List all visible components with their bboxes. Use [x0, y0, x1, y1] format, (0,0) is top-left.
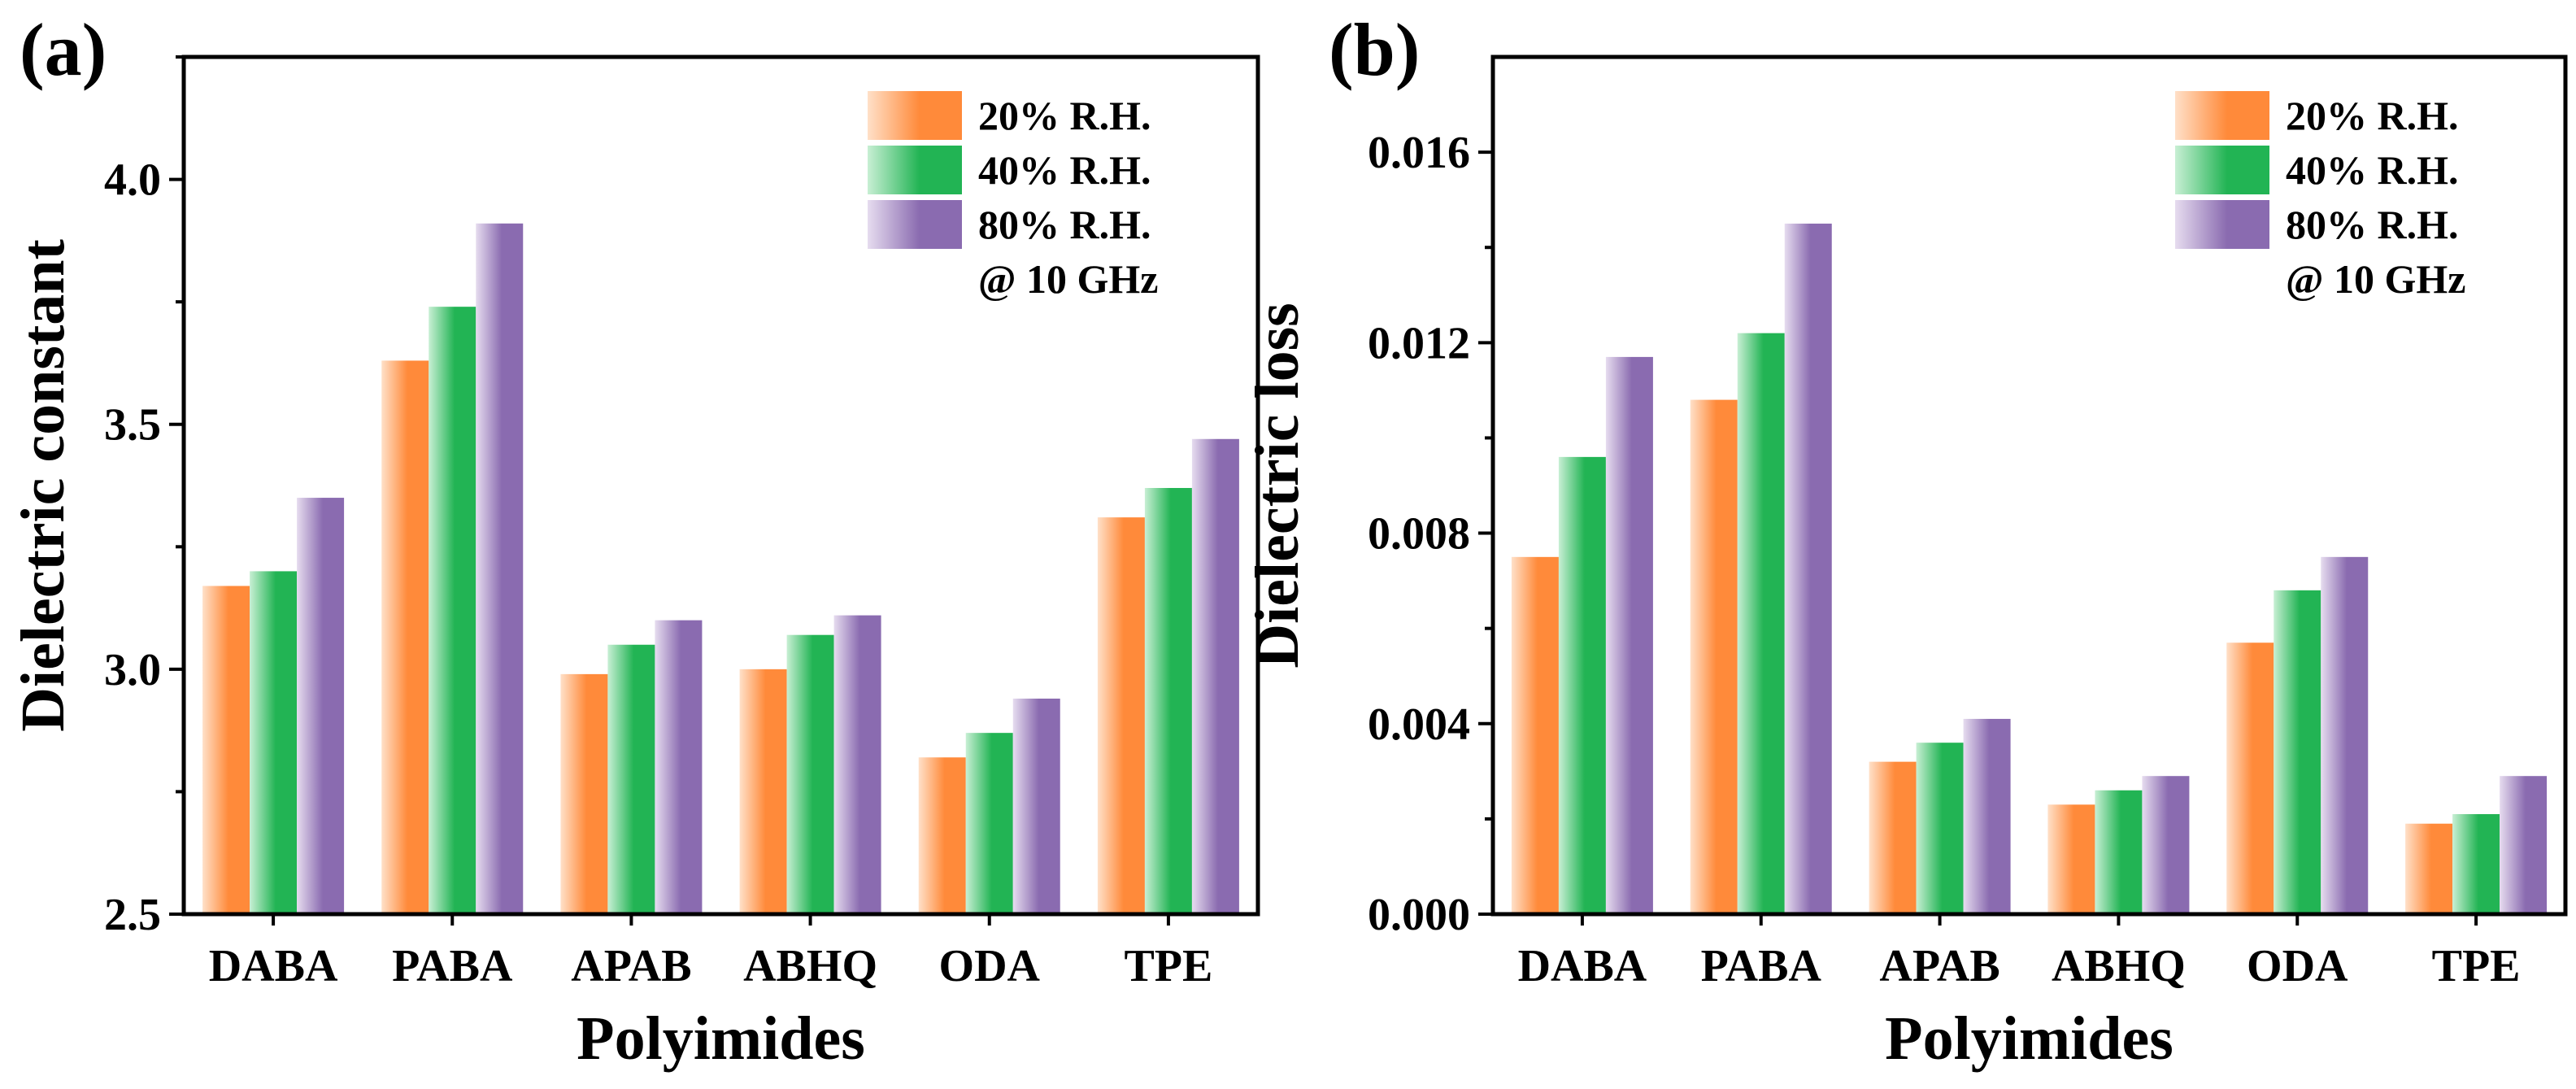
legend-swatch-80rh: [868, 200, 962, 249]
bar-oda-40rh: [965, 733, 1013, 914]
bar-apab-80rh: [655, 620, 703, 914]
bar-paba-40rh: [429, 307, 476, 914]
legend-label: 40% R.H.: [2286, 147, 2459, 193]
bar-oda-80rh: [2321, 556, 2369, 914]
plot-frame: [181, 54, 1260, 917]
x-tick-label: PABA: [1701, 941, 1822, 991]
y-tick-label: 2.5: [104, 890, 161, 940]
y-tick-label: 0.000: [1368, 890, 1470, 940]
x-axis-title: Polyimides: [1885, 1004, 2174, 1073]
x-tick-label: ODA: [2247, 941, 2348, 991]
legend-label: 40% R.H.: [978, 147, 1151, 193]
y-tick-label: 0.016: [1368, 128, 1470, 178]
bar-apab-20rh: [1869, 761, 1917, 914]
panel-label: (b): [1329, 8, 1420, 91]
y-tick-label: 4.0: [104, 155, 161, 206]
legend-swatch-40rh: [2175, 146, 2269, 194]
bar-apab-80rh: [1963, 718, 2011, 914]
bar-daba-40rh: [1558, 456, 1606, 914]
bar-paba-80rh: [1784, 223, 1832, 914]
y-axis-title: Dielectric loss: [1243, 303, 1312, 668]
bar-apab-40rh: [1916, 743, 1964, 914]
bar-abhq-40rh: [2095, 790, 2143, 914]
x-tick-label: DABA: [1518, 941, 1647, 991]
bar-abhq-20rh: [2047, 804, 2095, 914]
bar-abhq-80rh: [2142, 776, 2190, 914]
y-axis-title: Dielectric constant: [9, 239, 77, 732]
bar-daba-80rh: [1605, 356, 1653, 914]
bar-daba-40rh: [250, 571, 298, 914]
panel-b-dielectric-loss: DABA PABA APAB ABHQ ODA TPE 0.000 0.004 0.008 0.0…: [1243, 8, 2568, 1073]
legend-label: 80% R.H.: [2286, 202, 2459, 247]
panel-label: (a): [20, 8, 107, 91]
bar-daba-20rh: [1511, 556, 1559, 914]
bar-paba-40rh: [1737, 333, 1785, 915]
bar-tpe-80rh: [2500, 776, 2548, 914]
x-tick-label: TPE: [2432, 941, 2521, 991]
y-tick-label: 3.0: [104, 645, 161, 695]
x-tick-label: APAB: [571, 941, 691, 991]
bar-oda-80rh: [1012, 698, 1060, 914]
bar-oda-40rh: [2274, 590, 2321, 914]
y-tick-label: 3.5: [104, 400, 161, 451]
y-tick-label: 0.012: [1368, 318, 1470, 368]
legend-swatch-20rh: [868, 91, 962, 140]
legend-label: 20% R.H.: [978, 93, 1151, 138]
bar-tpe-40rh: [2452, 814, 2500, 914]
legend-label: 20% R.H.: [2286, 93, 2459, 138]
bar-abhq-40rh: [786, 634, 834, 914]
bar-abhq-80rh: [833, 615, 881, 914]
bar-daba-80rh: [297, 498, 345, 914]
bar-tpe-20rh: [2405, 823, 2453, 914]
bar-tpe-40rh: [1144, 488, 1192, 914]
panel-a-dielectric-constant: DABA PABA APAB ABHQ ODA TPE 2.5 3.0 3.5 4.0 (a) Pol…: [9, 8, 1260, 1073]
bar-abhq-20rh: [739, 669, 787, 914]
x-axis-title: Polyimides: [577, 1004, 865, 1073]
x-tick-label: ODA: [939, 941, 1041, 991]
x-tick-label: ABHQ: [2052, 941, 2186, 991]
legend-swatch-80rh: [2175, 200, 2269, 249]
y-tick-label: 0.004: [1368, 699, 1470, 750]
x-tick-label: PABA: [392, 941, 513, 991]
bar-tpe-80rh: [1191, 438, 1239, 914]
x-tick-label: TPE: [1124, 941, 1212, 991]
y-tick-label: 0.008: [1368, 509, 1470, 560]
bar-paba-20rh: [1690, 399, 1738, 915]
bar-paba-20rh: [381, 360, 429, 915]
bar-paba-80rh: [476, 223, 524, 915]
x-tick-label: DABA: [209, 941, 338, 991]
bar-apab-40rh: [607, 644, 655, 914]
frequency-note: @ 10 GHz: [2286, 256, 2465, 302]
legend-swatch-20rh: [2175, 91, 2269, 140]
plot-frame: [1490, 54, 2568, 917]
x-tick-label: APAB: [1879, 941, 1999, 991]
legend-swatch-40rh: [868, 146, 962, 194]
bar-oda-20rh: [2226, 643, 2274, 914]
frequency-note: @ 10 GHz: [978, 256, 1158, 302]
bar-tpe-20rh: [1097, 517, 1145, 914]
bar-oda-20rh: [918, 757, 966, 914]
x-tick-label: ABHQ: [743, 941, 877, 991]
bar-daba-20rh: [202, 586, 250, 914]
bar-apab-20rh: [560, 673, 608, 914]
legend-label: 80% R.H.: [978, 202, 1151, 247]
